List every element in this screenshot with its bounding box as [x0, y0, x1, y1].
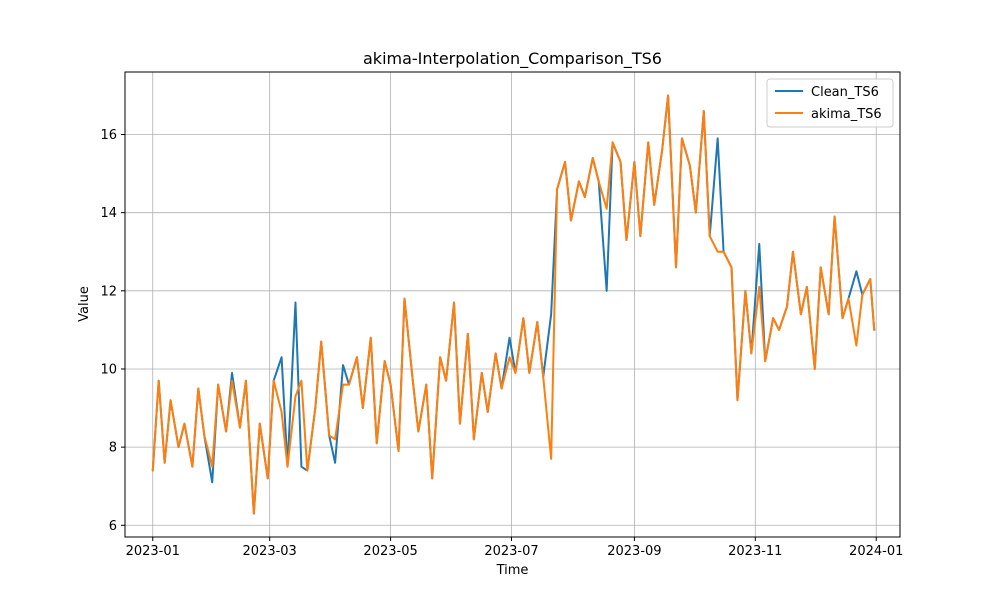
- x-tick-label: 2024-01: [849, 544, 903, 559]
- y-tick-label: 14: [100, 206, 117, 221]
- legend: Clean_TS6 akima_TS6: [766, 78, 894, 128]
- y-tick-label: 6: [109, 519, 117, 534]
- ticks: 2023-01 2023-03 2023-05 2023-07 2023-09 2023-…: [100, 128, 903, 559]
- y-tick-label: 10: [100, 362, 117, 377]
- x-axis-label: Time: [496, 563, 529, 578]
- x-tick-label: 2023-03: [243, 544, 297, 559]
- x-tick-label: 2023-07: [484, 544, 538, 559]
- plot-frame: [124, 71, 901, 538]
- y-axis-label: Value: [77, 286, 92, 322]
- x-tick-label: 2023-09: [607, 544, 661, 559]
- legend-label-clean: Clean_TS6: [811, 85, 879, 100]
- chart-title: akima-Interpolation_Comparison_TS6: [363, 49, 662, 69]
- y-tick-label: 16: [100, 128, 117, 143]
- legend-label-akima: akima_TS6: [811, 107, 882, 122]
- x-tick-label: 2023-05: [363, 544, 417, 559]
- grid: [125, 72, 900, 537]
- series-layer: [151, 94, 876, 515]
- y-tick-label: 8: [109, 441, 117, 456]
- x-tick-label: 2023-01: [126, 544, 180, 559]
- y-tick-label: 12: [100, 284, 117, 299]
- series-line-akima: [151, 94, 876, 515]
- x-tick-label: 2023-11: [728, 544, 782, 559]
